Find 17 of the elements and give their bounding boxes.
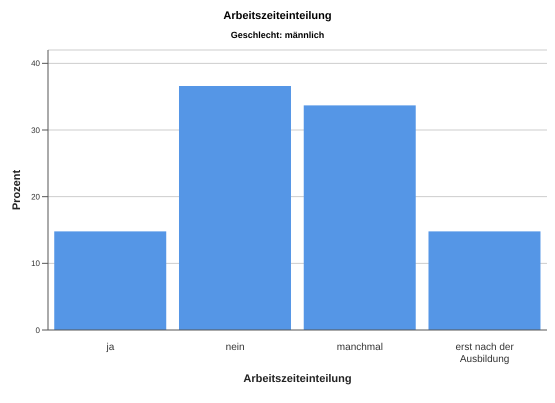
x-axis-title: Arbeitszeiteinteilung: [243, 373, 352, 385]
y-tick-label: 30: [31, 126, 41, 135]
y-tick-label: 40: [31, 59, 41, 68]
y-axis-title: Prozent: [10, 170, 23, 210]
chart-subtitle: Geschlecht: männlich: [230, 30, 326, 42]
y-tick-label: 20: [31, 192, 41, 202]
x-tick-label: ja: [105, 342, 115, 353]
x-tick-label: manchmal: [336, 342, 383, 353]
bar: [54, 231, 166, 330]
bar: [428, 231, 540, 330]
bar: [178, 86, 291, 330]
bar: [304, 105, 416, 330]
y-tick-label: 0: [36, 326, 41, 335]
chart-title: Arbeitszeiteinteilung: [222, 9, 333, 24]
x-tick-label: nein: [226, 342, 245, 353]
y-tick-label: 10: [31, 259, 41, 268]
x-tick-label: erst nach der Ausbildung: [455, 342, 514, 365]
